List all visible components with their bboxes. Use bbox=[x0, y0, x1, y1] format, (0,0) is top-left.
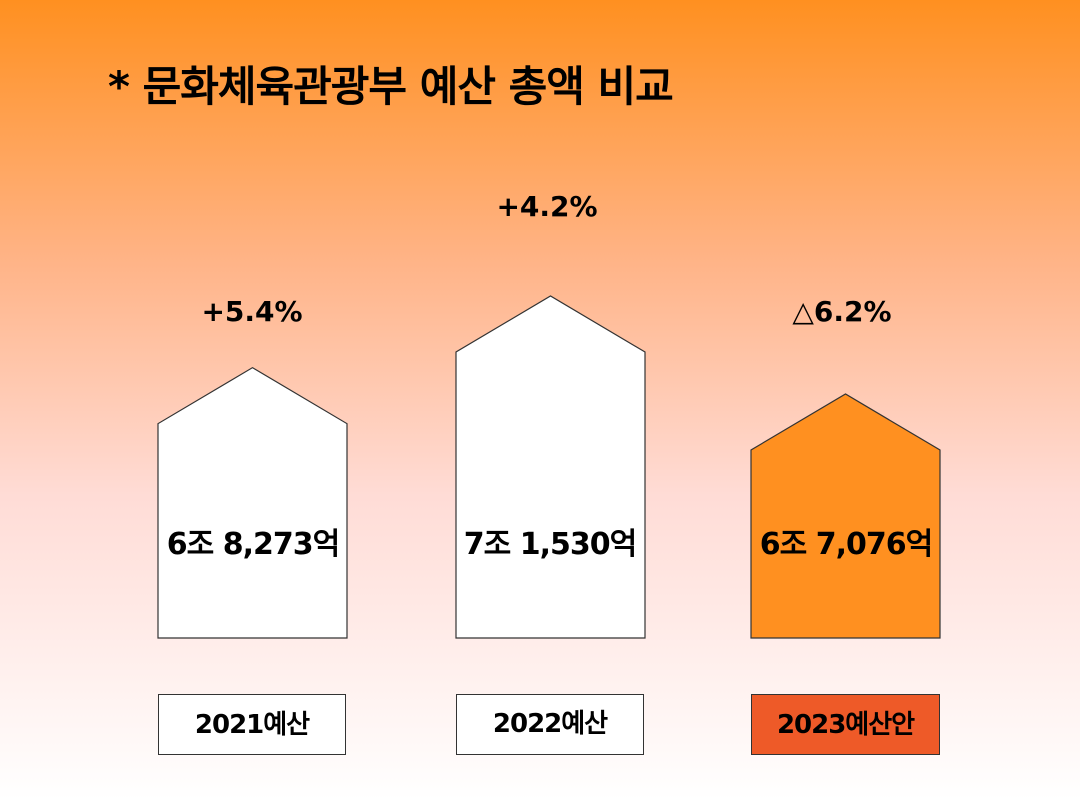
bar-2021예산 bbox=[157, 366, 348, 639]
value-label-2022: 7조 1,530억 bbox=[463, 527, 637, 562]
value-label-2023: 6조 7,076억 bbox=[759, 527, 933, 562]
bar-2022예산 bbox=[455, 295, 646, 639]
change-label-2023: △6.2% bbox=[792, 295, 892, 328]
change-label-2021: +5.4% bbox=[201, 295, 303, 328]
category-label-2021: 2021예산 bbox=[158, 694, 346, 755]
change-label-2022: +4.2% bbox=[496, 190, 598, 223]
page-title: * 문화체육관광부 예산 총액 비교 bbox=[108, 62, 674, 111]
category-label-2022: 2022예산 bbox=[456, 694, 644, 755]
category-label-2023: 2023예산안 bbox=[751, 694, 940, 755]
value-label-2021: 6조 8,273억 bbox=[166, 527, 340, 562]
bar-2023예산안 bbox=[750, 393, 941, 639]
